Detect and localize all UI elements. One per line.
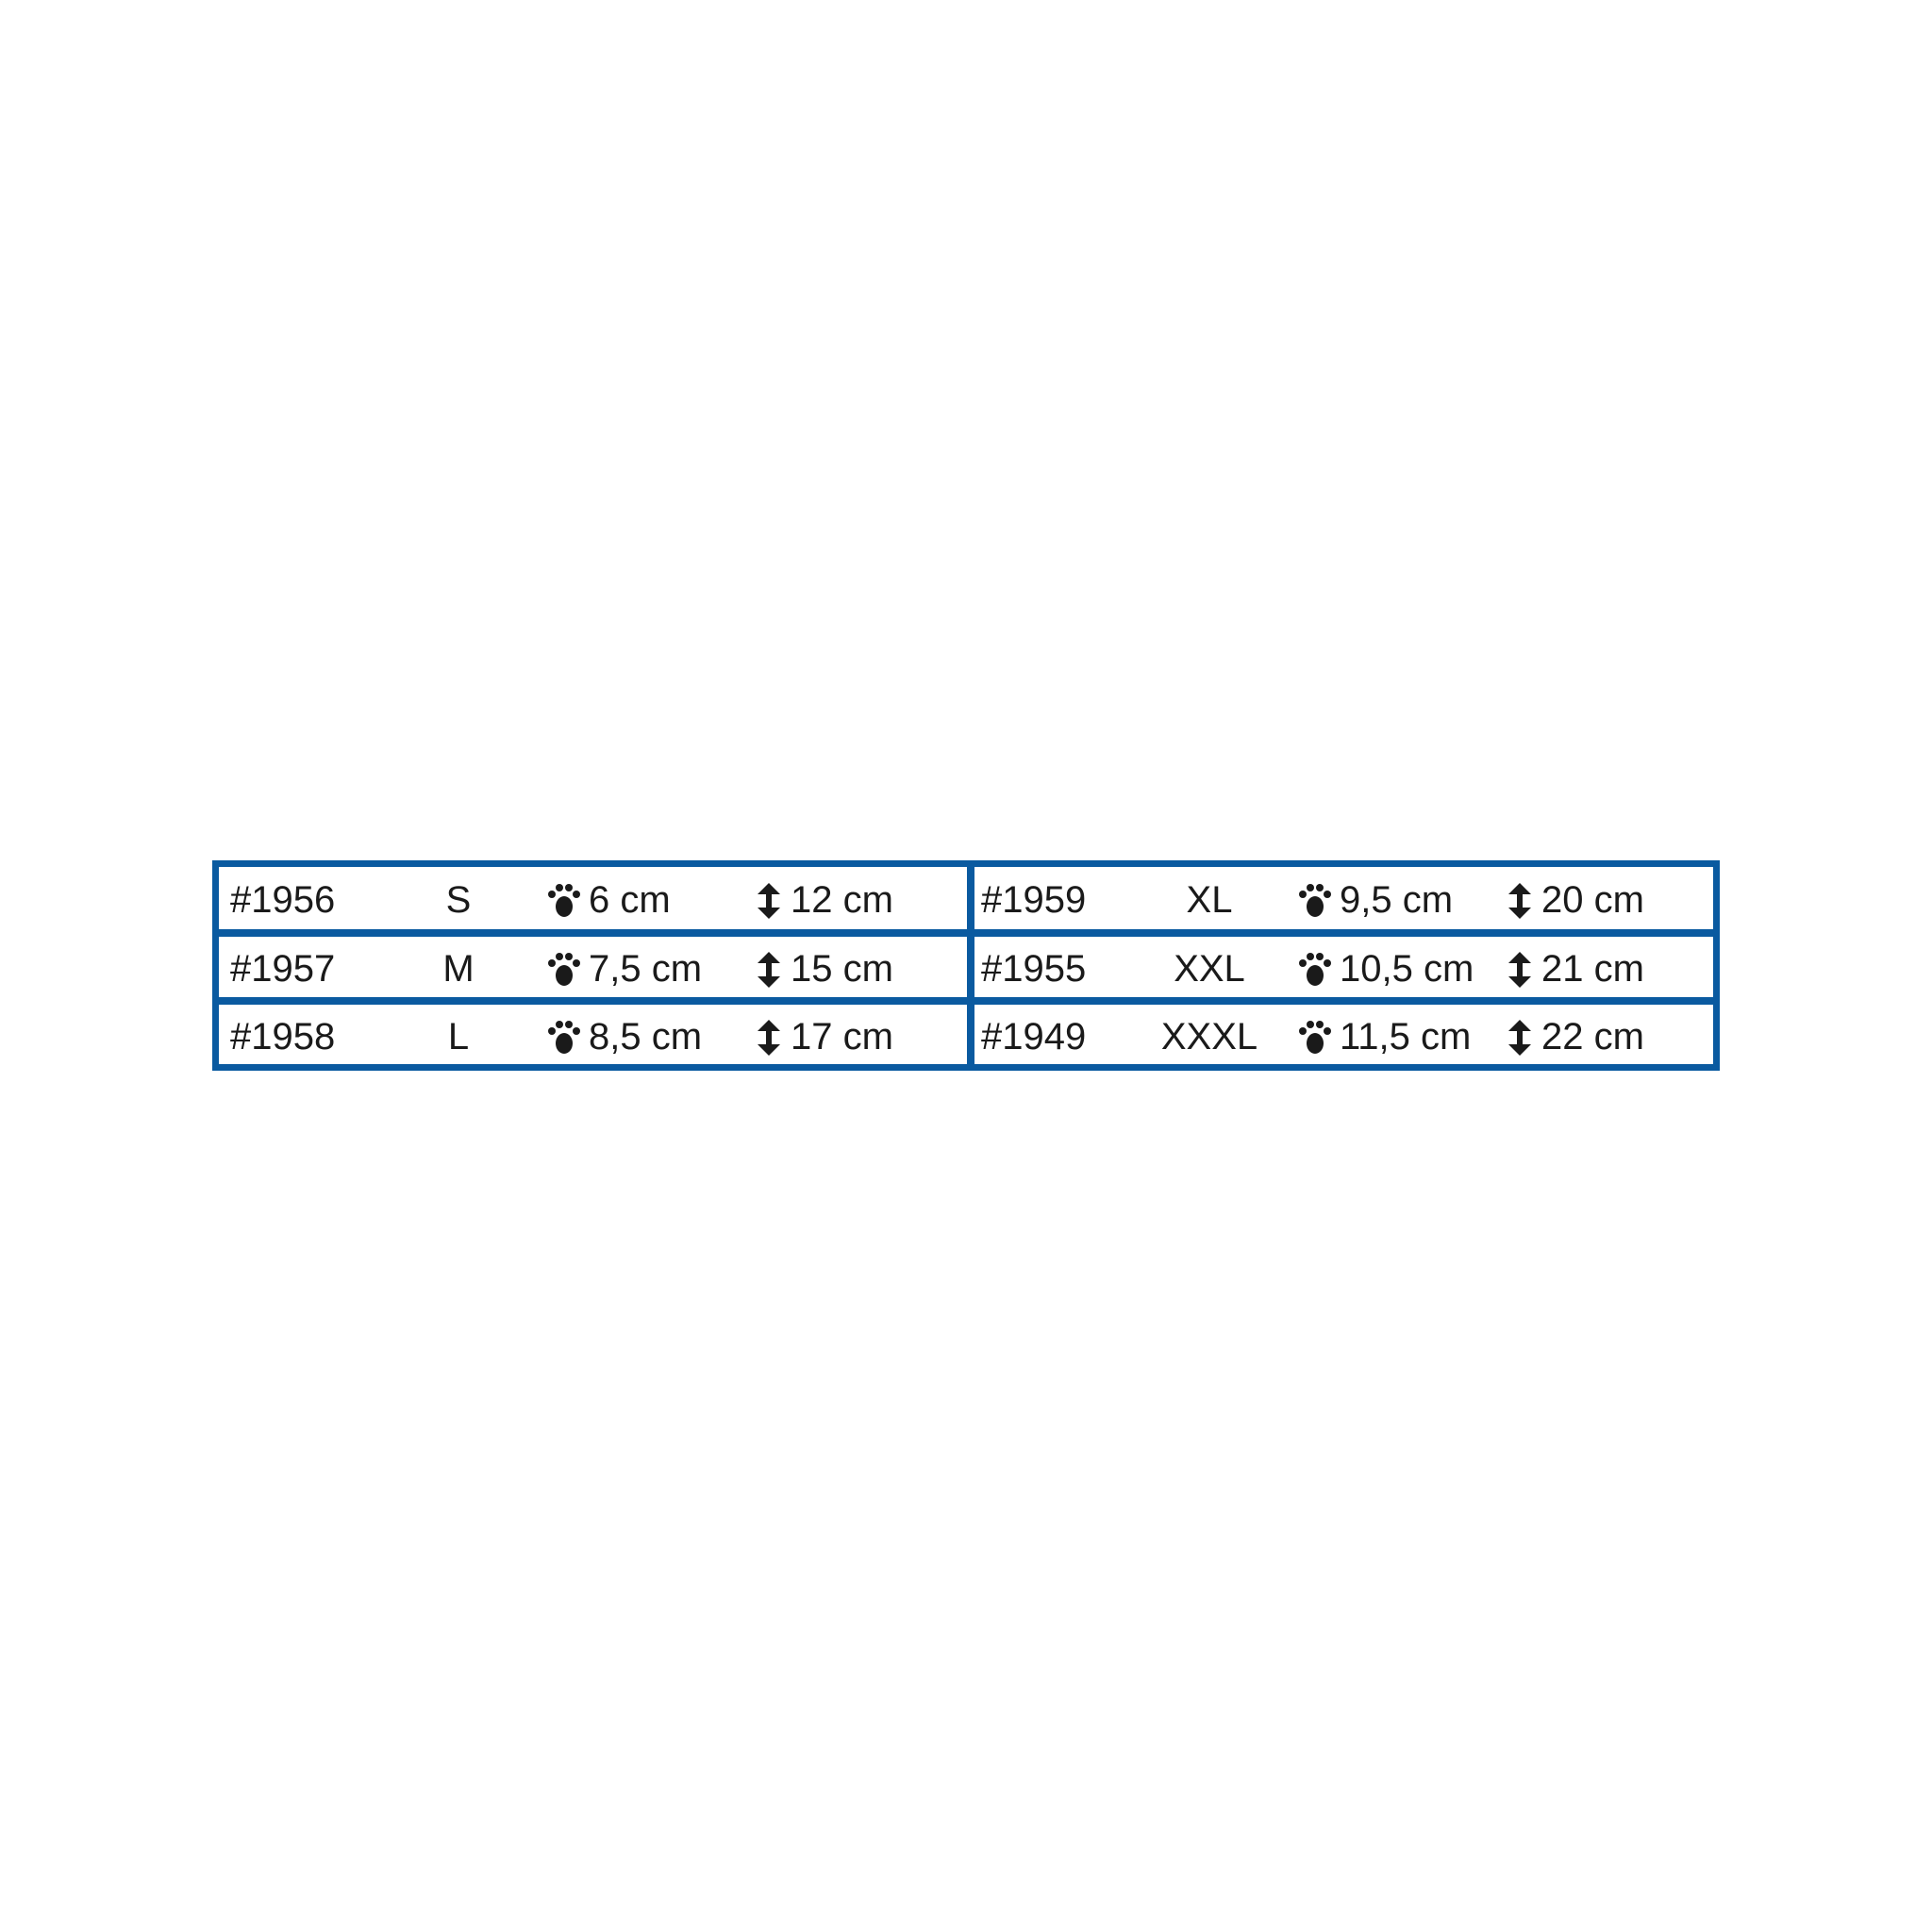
paw-width: 11,5 cm (1340, 1016, 1472, 1058)
size-label: M (442, 948, 475, 990)
left-half: #1956 S 6 cm 12 cm #1957 M 7,5 cm 15 cm #1958 L 8,… (219, 867, 970, 1064)
table-row: #1957 M 7,5 cm 15 cm (219, 936, 970, 1002)
paw-icon (1298, 883, 1332, 919)
height-value: 21 cm (1541, 948, 1644, 990)
paw-icon (547, 1020, 581, 1056)
vertical-arrow-icon (755, 952, 789, 988)
table-row: #1955 XXL 10,5 cm 21 cm (970, 936, 1721, 1002)
column-divider (967, 867, 974, 1064)
paw-width: 9,5 cm (1340, 879, 1454, 921)
paw-icon (547, 952, 581, 988)
height-value: 17 cm (791, 1016, 893, 1058)
height-value: 22 cm (1541, 1016, 1644, 1058)
size-label: S (445, 879, 472, 921)
paw-icon (547, 883, 581, 919)
table-row: #1956 S 6 cm 12 cm (219, 867, 970, 933)
vertical-arrow-icon (755, 883, 789, 919)
paw-width: 7,5 cm (589, 948, 703, 990)
table-row: #1949 XXXL 11,5 cm 22 cm (970, 1004, 1721, 1070)
product-code: #1958 (230, 1016, 336, 1058)
product-code: #1949 (981, 1016, 1087, 1058)
vertical-arrow-icon (1506, 883, 1540, 919)
height-value: 20 cm (1541, 879, 1644, 921)
size-label: XXXL (1160, 1016, 1258, 1058)
size-label: L (447, 1016, 470, 1058)
paw-width: 8,5 cm (589, 1016, 703, 1058)
vertical-arrow-icon (1506, 1020, 1540, 1056)
vertical-arrow-icon (1506, 952, 1540, 988)
height-value: 12 cm (791, 879, 893, 921)
table-row: #1958 L 8,5 cm 17 cm (219, 1004, 970, 1070)
product-code: #1957 (230, 948, 336, 990)
row-divider (219, 929, 1713, 937)
height-value: 15 cm (791, 948, 893, 990)
table-row: #1959 XL 9,5 cm 20 cm (970, 867, 1721, 933)
product-code: #1959 (981, 879, 1087, 921)
product-code: #1955 (981, 948, 1087, 990)
paw-width: 6 cm (589, 879, 671, 921)
paw-icon (1298, 1020, 1332, 1056)
size-label: XL (1186, 879, 1233, 921)
vertical-arrow-icon (755, 1020, 789, 1056)
paw-width: 10,5 cm (1340, 948, 1474, 990)
size-table: #1956 S 6 cm 12 cm #1957 M 7,5 cm 15 cm #1958 L 8,… (212, 860, 1720, 1071)
row-divider (219, 997, 1713, 1005)
size-label: XXL (1174, 948, 1245, 990)
product-code: #1956 (230, 879, 336, 921)
right-half: #1959 XL 9,5 cm 20 cm #1955 XXL 10,5 cm 21 cm #1… (970, 867, 1721, 1064)
paw-icon (1298, 952, 1332, 988)
